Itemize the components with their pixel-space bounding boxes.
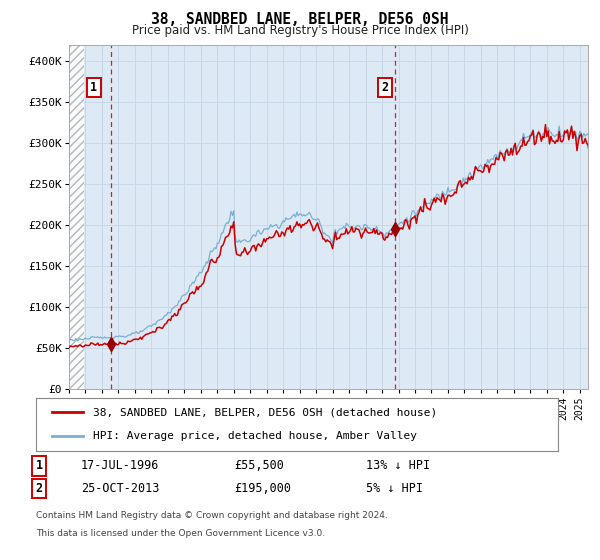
Text: Price paid vs. HM Land Registry's House Price Index (HPI): Price paid vs. HM Land Registry's House … bbox=[131, 24, 469, 36]
Text: HPI: Average price, detached house, Amber Valley: HPI: Average price, detached house, Ambe… bbox=[94, 431, 418, 441]
Text: Contains HM Land Registry data © Crown copyright and database right 2024.: Contains HM Land Registry data © Crown c… bbox=[36, 511, 388, 520]
Text: 1: 1 bbox=[90, 81, 97, 94]
Text: 13% ↓ HPI: 13% ↓ HPI bbox=[366, 459, 430, 473]
Text: 1: 1 bbox=[35, 459, 43, 473]
Text: 2: 2 bbox=[382, 81, 389, 94]
Text: 2: 2 bbox=[35, 482, 43, 495]
Text: £55,500: £55,500 bbox=[234, 459, 284, 473]
Text: This data is licensed under the Open Government Licence v3.0.: This data is licensed under the Open Gov… bbox=[36, 529, 325, 538]
Text: 25-OCT-2013: 25-OCT-2013 bbox=[81, 482, 160, 495]
Text: 5% ↓ HPI: 5% ↓ HPI bbox=[366, 482, 423, 495]
Text: 17-JUL-1996: 17-JUL-1996 bbox=[81, 459, 160, 473]
Text: £195,000: £195,000 bbox=[234, 482, 291, 495]
Text: 38, SANDBED LANE, BELPER, DE56 0SH (detached house): 38, SANDBED LANE, BELPER, DE56 0SH (deta… bbox=[94, 408, 437, 418]
Text: 38, SANDBED LANE, BELPER, DE56 0SH: 38, SANDBED LANE, BELPER, DE56 0SH bbox=[151, 12, 449, 27]
